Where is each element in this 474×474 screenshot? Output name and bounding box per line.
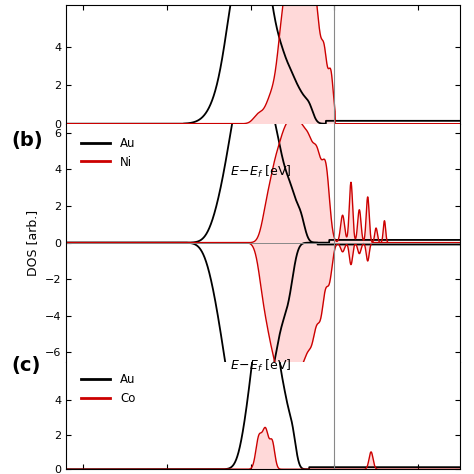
Legend: Au, Ni: Au, Ni [76, 132, 140, 173]
Text: $E\!-\!E_f$ [eV]: $E\!-\!E_f$ [eV] [230, 164, 292, 180]
Text: $E\!-\!E_f$ [eV]: $E\!-\!E_f$ [eV] [230, 358, 292, 374]
Text: (b): (b) [11, 131, 43, 150]
Y-axis label: DOS [arb.]: DOS [arb.] [27, 210, 39, 276]
Text: (c): (c) [11, 356, 41, 375]
Legend: Au, Co: Au, Co [76, 369, 140, 410]
